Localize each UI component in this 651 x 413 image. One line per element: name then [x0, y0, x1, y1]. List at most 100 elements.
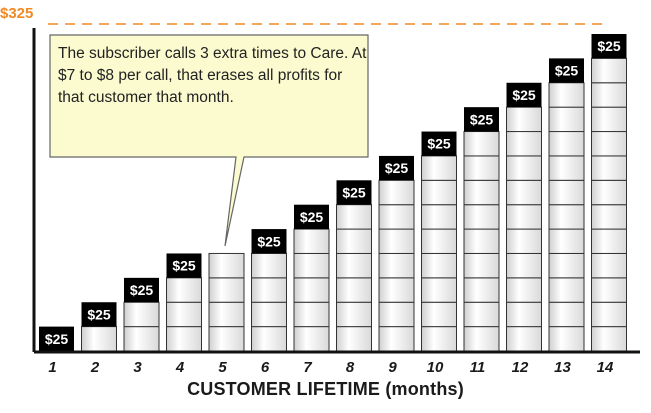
bar-segment	[592, 58, 627, 82]
bar-value-label: $25	[87, 306, 111, 322]
bar-segment	[507, 327, 542, 351]
bar-month-2: $25	[82, 302, 117, 351]
bar-segment	[549, 83, 584, 107]
bar-segment	[209, 278, 244, 302]
bar-segment	[549, 302, 584, 326]
bar-segment	[252, 278, 287, 302]
bar-month-13: $25	[549, 58, 584, 351]
bar-segment	[464, 205, 499, 229]
bar-segment	[507, 205, 542, 229]
bar-segment	[167, 302, 202, 326]
bar-segment	[549, 107, 584, 131]
bar-month-10: $25	[422, 132, 457, 351]
bar-segment	[379, 302, 414, 326]
x-tick-label-2: 2	[90, 359, 100, 376]
bar-segment	[379, 180, 414, 204]
bar-segment	[592, 132, 627, 156]
bar-segment	[507, 132, 542, 156]
bar-segment	[507, 302, 542, 326]
bar-segment	[592, 107, 627, 131]
bar-segment	[592, 229, 627, 253]
x-tick-label-8: 8	[346, 359, 355, 376]
bar-segment	[464, 278, 499, 302]
bar-value-label: $25	[342, 185, 366, 201]
bar-segment	[294, 327, 329, 351]
bar-segment	[507, 253, 542, 277]
bar-segment	[507, 156, 542, 180]
bar-month-5	[209, 253, 244, 351]
bar-segment	[549, 205, 584, 229]
bar-segment	[209, 327, 244, 351]
bar-segment	[592, 180, 627, 204]
bar-value-label: $25	[130, 282, 154, 298]
bar-segment	[379, 229, 414, 253]
bar-month-6: $25	[252, 229, 287, 351]
bar-segment	[422, 205, 457, 229]
bar-segment	[422, 156, 457, 180]
bar-segment	[337, 327, 372, 351]
bar-segment	[549, 180, 584, 204]
bar-value-label: $25	[512, 87, 536, 103]
bar-segment	[592, 327, 627, 351]
bar-month-1: $25	[39, 327, 74, 351]
bar-segment	[422, 180, 457, 204]
bar-segment	[592, 205, 627, 229]
bar-segment	[549, 278, 584, 302]
bar-month-9: $25	[379, 156, 414, 351]
x-tick-label-14: 14	[597, 359, 614, 376]
bar-value-label: $25	[597, 38, 621, 54]
bar-segment	[422, 327, 457, 351]
bar-segment	[464, 229, 499, 253]
x-tick-label-3: 3	[133, 359, 142, 376]
x-tick-label-6: 6	[261, 359, 270, 376]
bar-segment	[464, 132, 499, 156]
bar-segment	[337, 229, 372, 253]
bar-segment	[167, 327, 202, 351]
bar-segment	[549, 156, 584, 180]
bar-segment	[252, 327, 287, 351]
bar-segment	[294, 302, 329, 326]
x-tick-label-12: 12	[512, 359, 529, 376]
bar-segment	[464, 180, 499, 204]
bar-segment	[464, 327, 499, 351]
bar-segment	[507, 180, 542, 204]
bar-segment	[379, 205, 414, 229]
x-tick-label-4: 4	[175, 359, 185, 376]
bar-month-12: $25	[507, 83, 542, 351]
bar-month-11: $25	[464, 107, 499, 351]
bar-value-label: $25	[172, 258, 196, 274]
x-tick-label-5: 5	[218, 359, 227, 376]
x-tick-label-9: 9	[388, 359, 397, 376]
bar-segment	[507, 229, 542, 253]
bar-segment	[294, 253, 329, 277]
bar-value-label: $25	[45, 331, 69, 347]
bar-segment	[422, 253, 457, 277]
bar-month-3: $25	[124, 278, 159, 351]
bar-segment	[124, 327, 159, 351]
x-tick-label-11: 11	[470, 359, 486, 376]
bar-segment	[464, 302, 499, 326]
bar-segment	[337, 205, 372, 229]
bar-segment	[209, 253, 244, 277]
bar-value-label: $25	[257, 233, 281, 249]
callout-annotation-text: The subscriber calls 3 extra times to Ca…	[58, 43, 368, 109]
bar-segment	[464, 156, 499, 180]
x-tick-label-7: 7	[303, 359, 312, 376]
bar-value-label: $25	[385, 160, 409, 176]
bar-segment	[252, 302, 287, 326]
reference-line-label: $325	[0, 5, 33, 22]
bar-month-4: $25	[167, 253, 202, 351]
bar-segment	[294, 278, 329, 302]
bar-segment	[549, 253, 584, 277]
bar-segment	[592, 302, 627, 326]
bar-value-label: $25	[470, 111, 494, 127]
bar-segment	[337, 278, 372, 302]
bar-segment	[549, 229, 584, 253]
bar-segment	[82, 327, 117, 351]
bar-value-label: $25	[427, 136, 451, 152]
bar-segment	[422, 302, 457, 326]
bar-segment	[549, 132, 584, 156]
x-tick-label-1: 1	[48, 359, 56, 376]
bar-segment	[167, 278, 202, 302]
